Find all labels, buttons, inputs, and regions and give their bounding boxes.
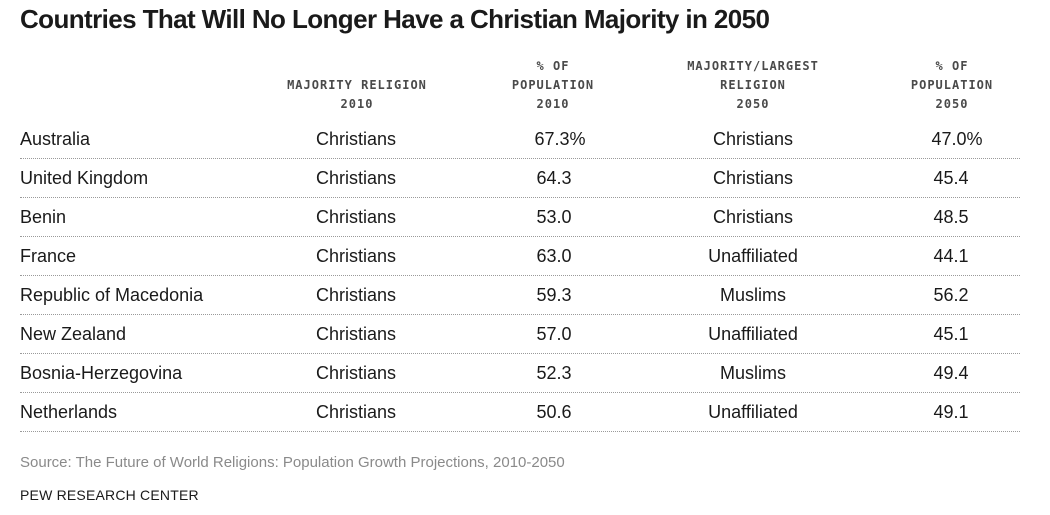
table-row: France Christians 63.0 Unaffiliated 44.1 [20,237,1020,276]
table-row: New Zealand Christians 57.0 Unaffiliated… [20,315,1020,354]
header-line: 2050 [935,97,969,111]
header-line: 2010 [340,97,374,111]
publisher-credit: PEW RESEARCH CENTER [20,487,199,503]
pct-2010-cell: 57.0 [536,324,572,344]
pct-2050-cell: 45.1 [933,324,969,344]
pct-2010-cell: 50.6 [536,402,572,422]
country-cell: Netherlands [20,402,118,422]
pct-2010-cell: 63.0 [536,246,572,266]
religion-2050-cell: Muslims [720,285,786,305]
header-line: POPULATION [511,78,595,92]
header-line: 2010 [536,97,570,111]
header-line: MAJORITY/LARGEST [687,59,819,73]
country-cell: Australia [20,129,91,149]
country-cell: United Kingdom [20,168,149,188]
pct-2050-cell: 47.0% [931,129,983,149]
religion-2010-cell: Christians [315,402,397,422]
header-pct-population-2010: % OF POPULATION 2010 [512,57,594,114]
religion-2050-cell: Christians [712,129,794,149]
pct-2050-cell: 49.4 [933,363,969,383]
religion-2010-cell: Christians [315,285,397,305]
table-row: United Kingdom Christians 64.3 Christian… [20,159,1020,198]
header-pct-population-2050: % OF POPULATION 2050 [911,57,993,114]
country-cell: Bosnia-Herzegovina [20,363,183,383]
header-majority-largest-religion-2050: MAJORITY/LARGEST RELIGION 2050 [687,57,819,114]
pct-2010-cell: 67.3% [534,129,586,149]
header-line: 2050 [736,97,770,111]
header-majority-religion-2010: MAJORITY RELIGION 2010 [287,76,427,114]
chart-title: Countries That Will No Longer Have a Chr… [20,4,770,34]
pct-2010-cell: 64.3 [536,168,572,188]
table-row: Republic of Macedonia Christians 59.3 Mu… [20,276,1020,315]
pct-2050-cell: 56.2 [933,285,969,305]
pct-2050-cell: 48.5 [933,207,969,227]
pct-2050-cell: 44.1 [933,246,969,266]
header-line: MAJORITY RELIGION [287,78,427,92]
header-line: POPULATION [910,78,994,92]
pct-2010-cell: 59.3 [536,285,572,305]
religion-2010-cell: Christians [315,363,397,383]
religion-2050-cell: Christians [712,168,794,188]
table-row: Bosnia-Herzegovina Christians 52.3 Musli… [20,354,1020,393]
religion-2010-cell: Christians [315,246,397,266]
religion-2050-cell: Unaffiliated [708,402,798,422]
country-cell: Benin [20,207,67,227]
header-line: RELIGION [720,78,786,92]
table-row: Australia Christians 67.3% Christians 47… [20,120,1020,159]
religion-2050-cell: Christians [712,207,794,227]
religion-2050-cell: Unaffiliated [708,324,798,344]
table-row: Benin Christians 53.0 Christians 48.5 [20,198,1020,237]
country-cell: France [20,246,77,266]
pct-2050-cell: 49.1 [933,402,969,422]
religion-2010-cell: Christians [315,168,397,188]
header-line: % OF [536,59,570,73]
religion-2050-cell: Muslims [720,363,786,383]
religion-2010-cell: Christians [315,324,397,344]
pct-2010-cell: 52.3 [536,363,572,383]
table-row: Netherlands Christians 50.6 Unaffiliated… [20,393,1020,432]
header-line: % OF [935,59,969,73]
data-table: Australia Christians 67.3% Christians 47… [20,120,1020,432]
religion-2010-cell: Christians [315,129,397,149]
religion-2010-cell: Christians [315,207,397,227]
pct-2010-cell: 53.0 [536,207,572,227]
country-cell: Republic of Macedonia [20,285,204,305]
religion-2050-cell: Unaffiliated [708,246,798,266]
source-note: Source: The Future of World Religions: P… [20,454,565,471]
country-cell: New Zealand [20,324,127,344]
pct-2050-cell: 45.4 [933,168,969,188]
